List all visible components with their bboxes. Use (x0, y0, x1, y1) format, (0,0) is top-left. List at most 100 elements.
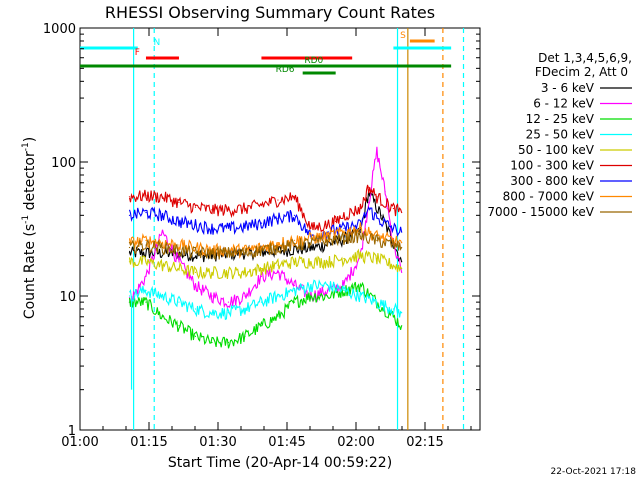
series-5-point-9 (277, 199, 279, 201)
series-1-point-2 (161, 231, 164, 233)
legend-label-0: 3 - 6 keV (541, 81, 595, 95)
series-7-point-12 (326, 235, 329, 237)
series-3-point-14 (359, 295, 362, 297)
series-1-point-7 (244, 295, 246, 297)
legend-header-0: Det 1,3,4,5,6,9, (538, 51, 632, 65)
series-3-point-1 (145, 289, 147, 292)
series-4-point-3 (178, 268, 180, 270)
legend-label-6: 300 - 800 keV (510, 174, 594, 188)
flag-label-rd6: RD6 (276, 65, 295, 75)
series-4-point-15 (376, 258, 378, 260)
series-7-point-10 (293, 239, 296, 241)
series-0-point-9 (380, 214, 382, 216)
series-4-point-2 (161, 264, 164, 266)
series-line-5 (128, 184, 403, 233)
series-6-point-8 (260, 222, 263, 224)
series-8-point-3 (178, 249, 180, 251)
series-2-point-11 (310, 295, 312, 297)
series-1-point-5 (211, 295, 213, 297)
series-8-point-16 (392, 244, 395, 246)
series-5-point-0 (128, 196, 131, 198)
series-5-point-8 (260, 204, 263, 206)
series-6-point-13 (343, 227, 345, 229)
series-8-point-8 (260, 249, 263, 251)
series-0-point-6 (339, 239, 341, 241)
series-3-point-4 (194, 308, 197, 310)
series-2 (128, 281, 403, 349)
series-1-point-15 (368, 201, 370, 203)
series-5-point-4 (194, 206, 197, 208)
series-5-point-19 (401, 211, 403, 214)
series-5-point-10 (293, 196, 296, 198)
series-2-point-16 (392, 316, 395, 318)
y-tick-label-2: 100 (51, 156, 76, 171)
series-2-point-1 (145, 301, 147, 303)
series-6-point-10 (293, 214, 296, 216)
series-4-point-7 (244, 271, 246, 274)
plot-frame (79, 27, 481, 431)
series-5-point-12 (326, 224, 329, 226)
series-line-1 (128, 146, 403, 309)
series-4-point-0 (128, 261, 131, 263)
series-6-point-18 (401, 231, 403, 233)
legend-label-7: 800 - 7000 keV (503, 190, 595, 204)
series-7-point-8 (260, 246, 263, 249)
series-4-point-1 (145, 261, 147, 263)
series-8-point-2 (161, 246, 164, 249)
series-6-point-15 (368, 207, 370, 210)
series-1-point-17 (384, 191, 386, 193)
series-8-point-4 (194, 252, 197, 254)
series-6-point-6 (227, 227, 230, 229)
plot-border (79, 27, 481, 431)
series-7-point-3 (178, 244, 180, 246)
series-7-point-11 (310, 237, 312, 239)
series-6-point-0 (128, 214, 131, 216)
series-0-point-0 (128, 252, 131, 254)
series-3-point-13 (343, 289, 345, 292)
legend-label-8: 7000 - 15000 keV (487, 205, 594, 219)
series-0-point-2 (203, 255, 205, 257)
series-5-point-5 (211, 209, 213, 211)
vertical-markers (133, 28, 465, 430)
series-8-point-13 (343, 237, 345, 239)
series-2-point-9 (277, 316, 279, 318)
series-2-point-0 (128, 301, 131, 303)
series-0-point-5 (314, 246, 316, 249)
series-group (128, 146, 403, 390)
x-tick-label-5: 02:15 (406, 435, 443, 450)
series-3-point-5 (211, 312, 213, 314)
x-tick-label-1: 01:15 (130, 435, 167, 450)
series-1-point-16 (376, 150, 378, 152)
series-line-8 (128, 229, 403, 261)
series-4-point-4 (194, 271, 197, 274)
series-1-point-19 (401, 271, 403, 274)
series-1-point-3 (178, 261, 180, 263)
series-7-point-13 (343, 231, 345, 233)
series-5-point-14 (343, 214, 345, 216)
x-tick-label-4: 02:00 (337, 435, 374, 450)
series-1-point-10 (293, 284, 296, 286)
series-8-point-0 (128, 246, 131, 249)
series-3-point-11 (310, 284, 312, 286)
series-3 (128, 279, 403, 321)
legend-label-1: 6 - 12 keV (533, 97, 595, 111)
series-2-point-10 (293, 301, 296, 303)
series-6-point-4 (194, 224, 197, 226)
series-3-point-10 (293, 289, 296, 292)
series-2-point-12 (326, 295, 329, 297)
x-tick-label-0: 01:00 (61, 435, 98, 450)
series-line-6 (128, 205, 403, 242)
series-3-point-16 (392, 308, 395, 310)
series-6-point-2 (161, 214, 164, 216)
flag-label-rd0: RD0 (304, 56, 323, 66)
series-2-point-5 (211, 341, 213, 344)
series-6-point-17 (392, 227, 395, 229)
series-4-point-6 (227, 271, 230, 274)
chart-title: RHESSI Observing Summary Count Rates (105, 3, 435, 22)
x-tick-label-3: 01:45 (268, 435, 305, 450)
series-2-point-3 (178, 325, 180, 327)
series-7-point-9 (277, 242, 279, 244)
series-5-point-3 (178, 201, 180, 203)
series-6-point-1 (145, 211, 147, 214)
series-2-point-8 (260, 325, 263, 327)
